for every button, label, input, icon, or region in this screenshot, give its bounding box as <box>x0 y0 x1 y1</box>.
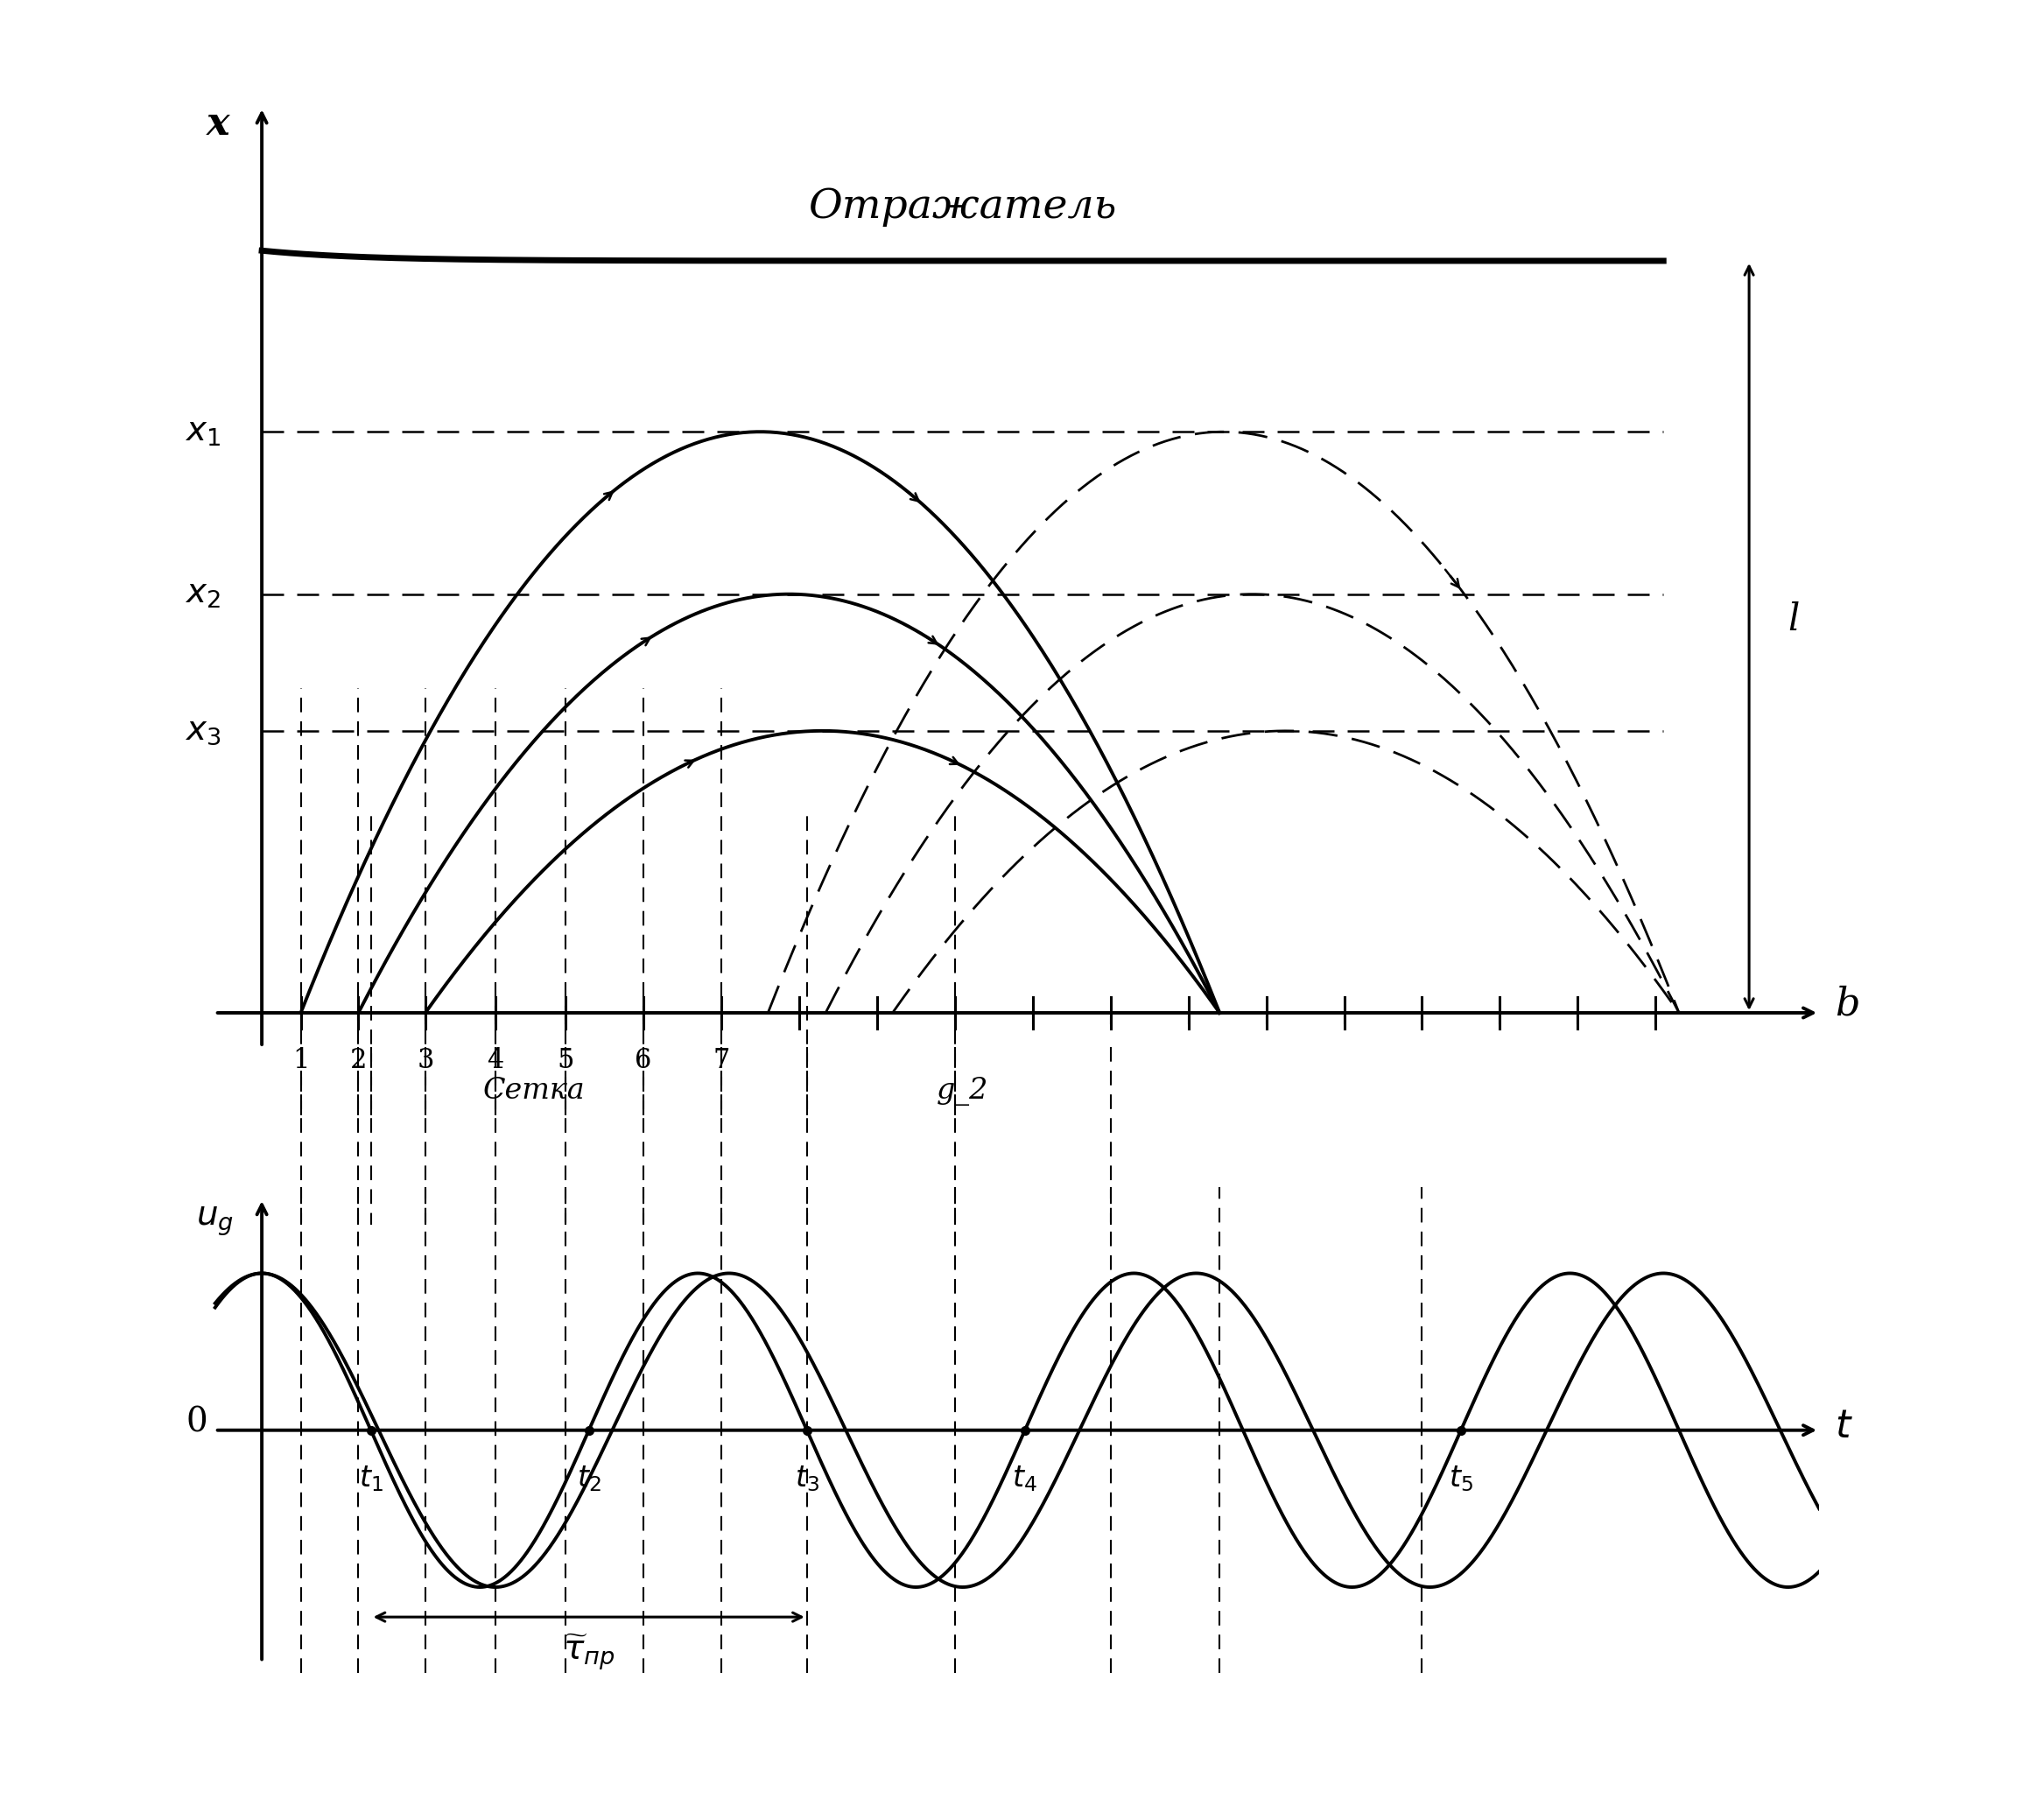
Text: 5: 5 <box>556 1047 574 1074</box>
Text: $t_5$: $t_5$ <box>1449 1464 1474 1493</box>
Text: $t_1$: $t_1$ <box>358 1464 382 1493</box>
Text: $x_1$: $x_1$ <box>184 416 221 448</box>
Text: $x_2$: $x_2$ <box>184 577 221 610</box>
Text: $x_3$: $x_3$ <box>184 714 221 747</box>
Text: $t_4$: $t_4$ <box>1012 1464 1038 1493</box>
Text: Сетка: Сетка <box>482 1078 585 1105</box>
Text: 0: 0 <box>186 1407 206 1439</box>
Text: l: l <box>1788 601 1799 639</box>
Text: 2: 2 <box>350 1047 368 1074</box>
Text: $t$: $t$ <box>1836 1407 1854 1445</box>
Text: b: b <box>1836 986 1860 1024</box>
Text: 3: 3 <box>417 1047 433 1074</box>
Text: $t_2$: $t_2$ <box>576 1464 601 1493</box>
Text: $u_g$: $u_g$ <box>196 1205 233 1238</box>
Text: g_2: g_2 <box>936 1078 989 1106</box>
Text: 7: 7 <box>713 1047 730 1074</box>
Text: $t_3$: $t_3$ <box>795 1464 820 1493</box>
Text: 4: 4 <box>486 1047 505 1074</box>
Text: 1: 1 <box>292 1047 309 1074</box>
Text: x: x <box>206 106 229 142</box>
Text: 6: 6 <box>636 1047 652 1074</box>
Text: $\widetilde{\tau}_{пр}$: $\widetilde{\tau}_{пр}$ <box>562 1632 615 1673</box>
Text: Отражатель: Отражатель <box>807 187 1116 227</box>
